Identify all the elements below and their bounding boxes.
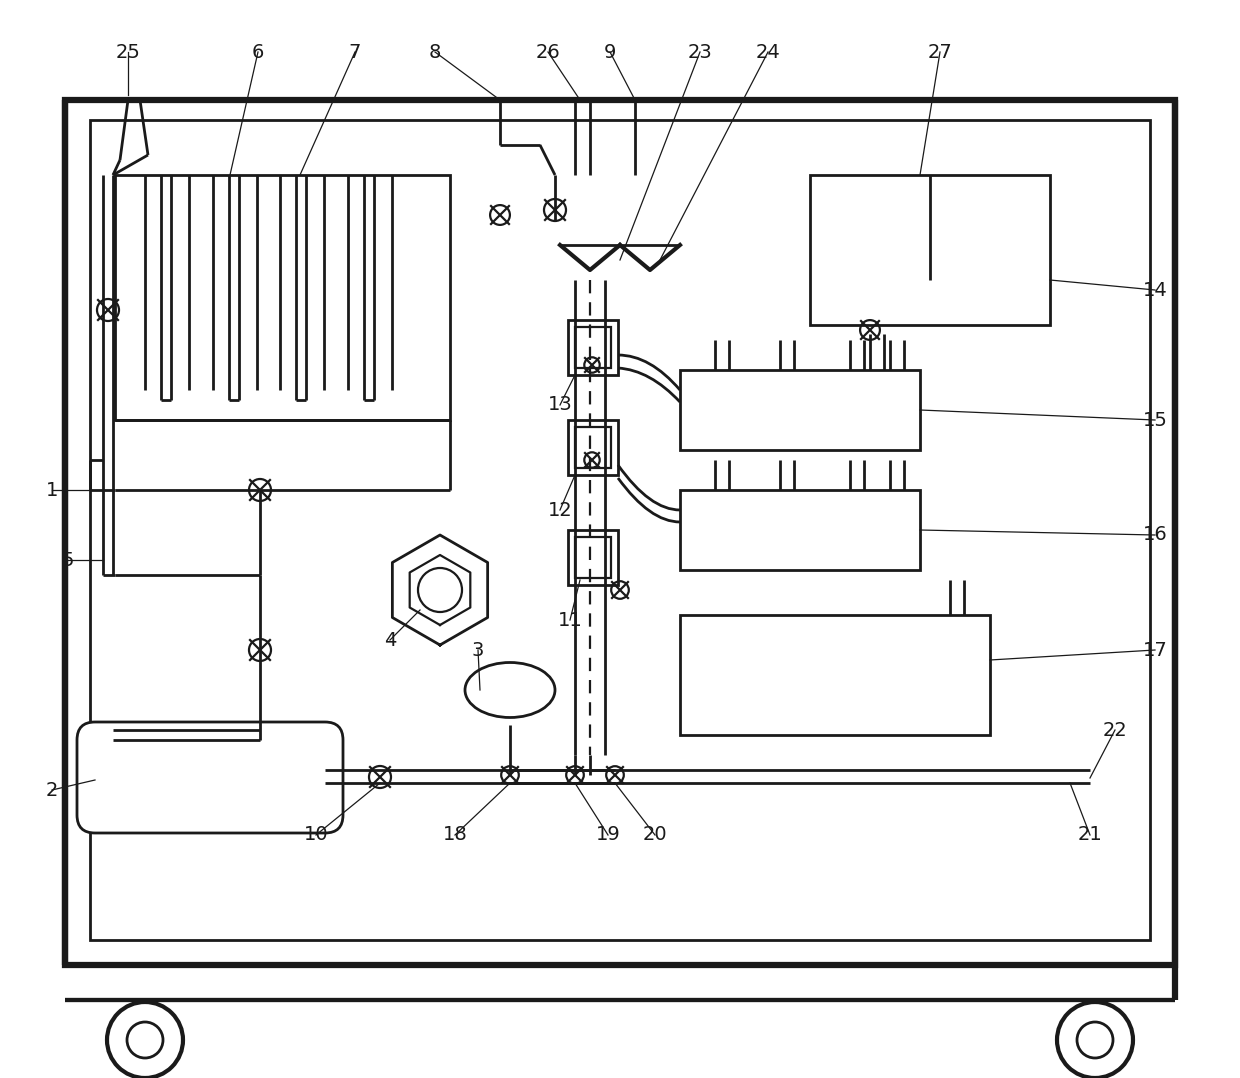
Text: 15: 15 xyxy=(1142,411,1167,429)
Text: 10: 10 xyxy=(304,826,329,844)
Text: 1: 1 xyxy=(46,481,58,499)
Text: 13: 13 xyxy=(548,396,573,415)
Bar xyxy=(64,100,1176,965)
Text: 16: 16 xyxy=(1142,525,1167,544)
Bar xyxy=(575,537,611,578)
Bar xyxy=(568,530,618,585)
Text: 22: 22 xyxy=(1102,720,1127,740)
Text: 3: 3 xyxy=(471,640,484,660)
Text: 12: 12 xyxy=(548,500,573,520)
Text: 5: 5 xyxy=(62,551,74,569)
Text: 26: 26 xyxy=(536,42,560,61)
Text: 20: 20 xyxy=(642,826,667,844)
Text: 8: 8 xyxy=(429,42,441,61)
Bar xyxy=(115,175,450,420)
Bar xyxy=(568,320,618,375)
Text: 9: 9 xyxy=(604,42,616,61)
Text: 7: 7 xyxy=(348,42,361,61)
Text: 18: 18 xyxy=(443,826,467,844)
Bar xyxy=(568,420,618,475)
Text: 27: 27 xyxy=(928,42,952,61)
Text: 11: 11 xyxy=(558,610,583,630)
Bar xyxy=(575,427,611,468)
Text: 17: 17 xyxy=(1142,640,1167,660)
Bar xyxy=(680,490,920,570)
Text: 24: 24 xyxy=(755,42,780,61)
Text: 14: 14 xyxy=(1142,280,1167,300)
Bar xyxy=(575,327,611,368)
Text: 4: 4 xyxy=(384,631,397,650)
Text: 25: 25 xyxy=(115,42,140,61)
Bar xyxy=(810,175,1050,324)
FancyBboxPatch shape xyxy=(77,722,343,833)
Text: 6: 6 xyxy=(252,42,264,61)
Bar xyxy=(91,120,1149,940)
Text: 2: 2 xyxy=(46,780,58,800)
Text: 21: 21 xyxy=(1078,826,1102,844)
Text: 23: 23 xyxy=(688,42,712,61)
Text: 19: 19 xyxy=(595,826,620,844)
Bar xyxy=(680,370,920,450)
Bar xyxy=(680,616,990,735)
